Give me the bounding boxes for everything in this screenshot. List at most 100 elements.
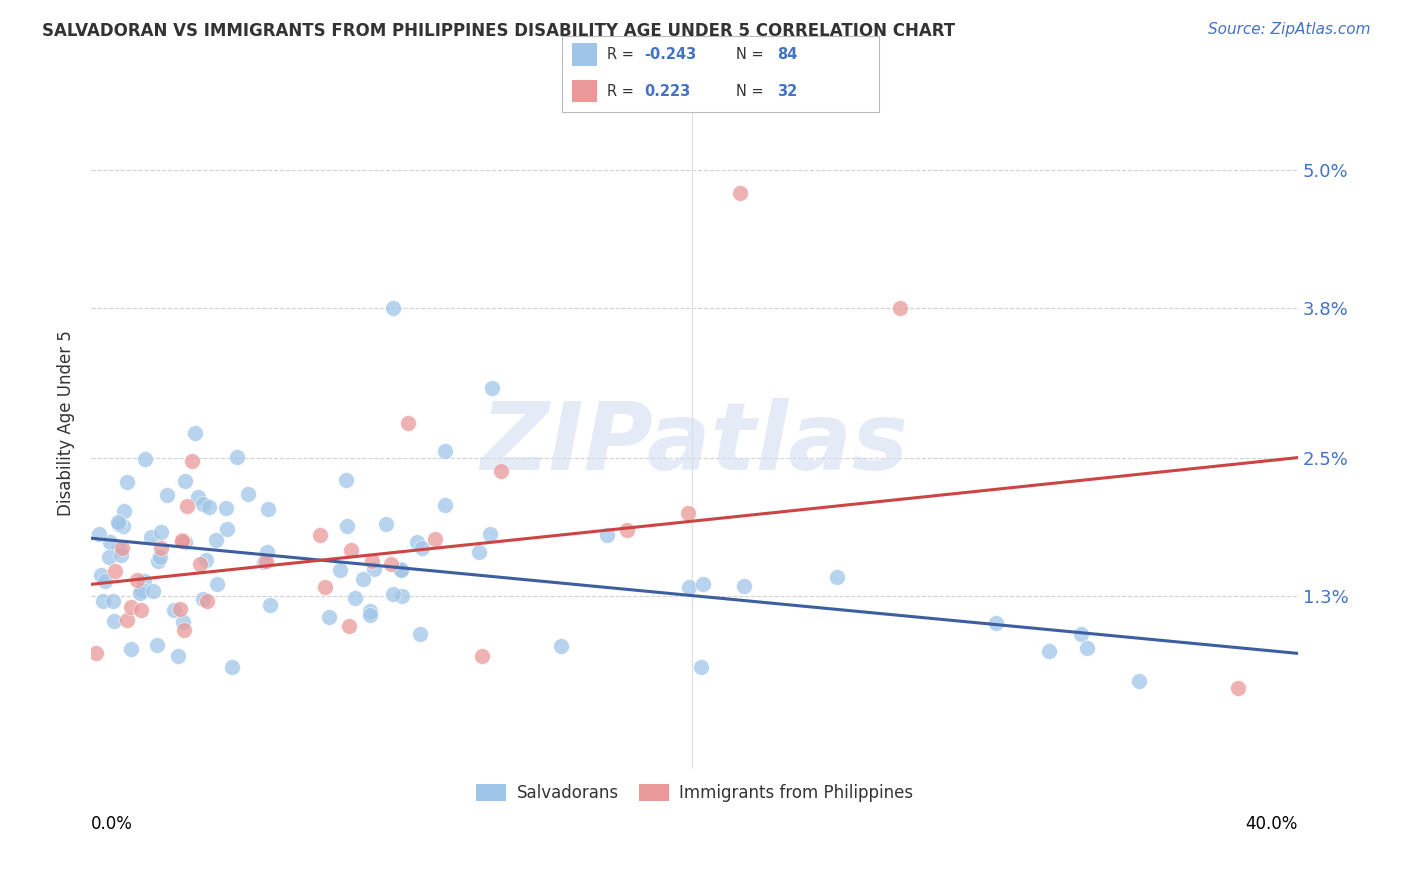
Point [434, 498, 457, 512]
Text: SALVADORAN VS IMMIGRANTS FROM PHILIPPINES DISABILITY AGE UNDER 5 CORRELATION CHA: SALVADORAN VS IMMIGRANTS FROM PHILIPPINE… [42, 22, 955, 40]
Point [142, 584, 165, 599]
Point [131, 582, 153, 597]
Point [108, 517, 131, 532]
Text: ZIPatlas: ZIPatlas [481, 398, 908, 490]
Point [408, 627, 430, 641]
Point [471, 648, 494, 663]
Point [221, 660, 243, 674]
Point [361, 554, 384, 568]
Point [254, 554, 277, 568]
Point [335, 473, 357, 487]
Point [329, 563, 352, 577]
Point [94, 574, 117, 589]
Bar [572, 79, 598, 103]
Point [1070, 627, 1092, 641]
Point [405, 534, 427, 549]
Point [129, 603, 152, 617]
Point [550, 639, 572, 653]
Point [115, 613, 138, 627]
Point [115, 475, 138, 489]
Point [411, 541, 433, 555]
Point [149, 524, 172, 539]
Point [259, 598, 281, 612]
Point [381, 301, 404, 315]
Point [433, 444, 456, 458]
Text: 40.0%: 40.0% [1246, 814, 1298, 833]
Text: 0.223: 0.223 [644, 84, 690, 98]
Point [423, 533, 446, 547]
Point [127, 573, 149, 587]
Point [188, 558, 211, 572]
Point [207, 577, 229, 591]
Point [187, 490, 209, 504]
Point [107, 515, 129, 529]
Text: N =: N = [737, 84, 769, 98]
Point [155, 488, 177, 502]
Point [616, 523, 638, 537]
Point [336, 519, 359, 533]
Text: Source: ZipAtlas.com: Source: ZipAtlas.com [1208, 22, 1371, 37]
Point [103, 614, 125, 628]
Point [139, 530, 162, 544]
Text: R =: R = [607, 84, 643, 98]
Point [112, 519, 135, 533]
Point [340, 542, 363, 557]
Point [145, 638, 167, 652]
Point [91, 594, 114, 608]
Point [198, 500, 221, 515]
Point [120, 600, 142, 615]
Point [733, 579, 755, 593]
Point [195, 594, 218, 608]
Point [174, 535, 197, 549]
Point [314, 580, 336, 594]
Point [120, 642, 142, 657]
Point [170, 533, 193, 547]
Point [98, 550, 121, 565]
Point [183, 426, 205, 441]
Point [343, 591, 366, 605]
Point [318, 609, 340, 624]
Point [352, 572, 374, 586]
Point [1128, 674, 1150, 689]
Y-axis label: Disability Age Under 5: Disability Age Under 5 [58, 330, 75, 516]
Point [889, 301, 911, 315]
Point [167, 648, 190, 663]
Text: 0.0%: 0.0% [91, 814, 134, 833]
Point [359, 604, 381, 618]
Point [176, 499, 198, 513]
Point [827, 570, 849, 584]
Point [1076, 640, 1098, 655]
Point [191, 591, 214, 606]
Point [104, 564, 127, 578]
Point [149, 541, 172, 555]
Point [101, 594, 124, 608]
Point [134, 451, 156, 466]
Point [110, 548, 132, 562]
Bar [572, 44, 598, 66]
Point [215, 500, 238, 515]
Point [238, 486, 260, 500]
Point [391, 590, 413, 604]
Point [256, 502, 278, 516]
Point [111, 541, 134, 555]
Point [132, 574, 155, 589]
Point [195, 553, 218, 567]
Point [173, 475, 195, 489]
Point [676, 507, 699, 521]
Point [163, 603, 186, 617]
Point [90, 567, 112, 582]
Point [363, 561, 385, 575]
Point [396, 416, 419, 430]
Point [491, 464, 513, 478]
Point [180, 454, 202, 468]
Point [146, 554, 169, 568]
Point [84, 646, 107, 660]
Point [253, 555, 276, 569]
Point [481, 382, 503, 396]
Point [205, 533, 228, 547]
Point [728, 186, 751, 200]
Point [382, 587, 405, 601]
Point [337, 619, 360, 633]
Legend: Salvadorans, Immigrants from Philippines: Salvadorans, Immigrants from Philippines [470, 777, 920, 809]
Point [389, 563, 412, 577]
